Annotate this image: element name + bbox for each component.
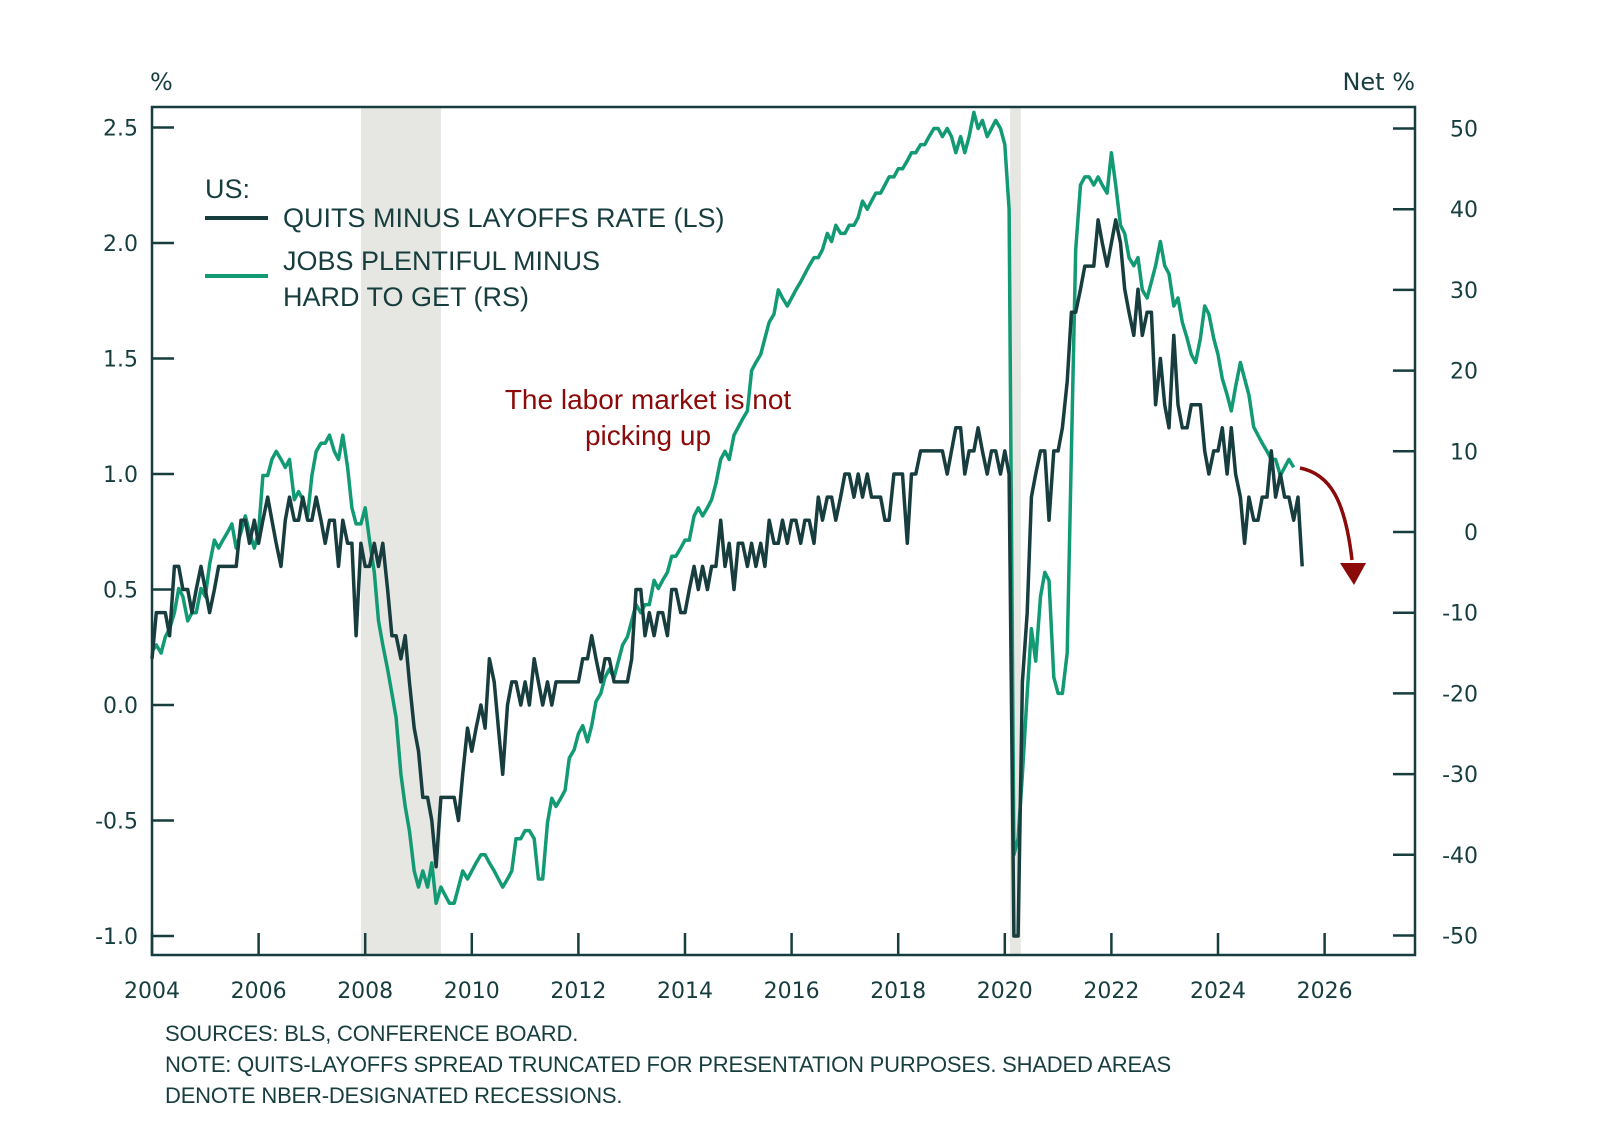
annotation-line1: The labor market is not bbox=[505, 384, 792, 415]
recession-shading bbox=[360, 107, 1021, 955]
note-line1: NOTE: QUITS-LAYOFFS SPREAD TRUNCATED FOR… bbox=[165, 1052, 1171, 1077]
trend-arrow bbox=[1299, 466, 1366, 585]
right-tick-label: -50 bbox=[1442, 925, 1478, 950]
series-line-jobs_plentiful_minus_hard bbox=[150, 110, 1296, 905]
recession-band bbox=[1010, 107, 1021, 955]
right-tick-label: -40 bbox=[1442, 844, 1478, 869]
right-tick-label: -30 bbox=[1442, 763, 1478, 788]
x-tick-label: 2024 bbox=[1190, 979, 1246, 1004]
right-tick-label: 20 bbox=[1450, 360, 1478, 385]
legend-label-jobs: JOBS PLENTIFUL MINUS bbox=[283, 246, 600, 276]
right-tick-label: 0 bbox=[1464, 521, 1478, 546]
left-tick-label: 2.5 bbox=[103, 117, 138, 142]
left-tick-label: 1.5 bbox=[103, 348, 138, 373]
series-line-quits_minus_layoffs bbox=[150, 218, 1304, 938]
recession-band bbox=[360, 107, 441, 955]
x-tick-label: 2010 bbox=[444, 979, 500, 1004]
left-axis-unit: % bbox=[150, 68, 173, 96]
right-tick-label: 40 bbox=[1450, 198, 1478, 223]
left-tick-label: 0.0 bbox=[103, 694, 138, 719]
x-tick-label: 2004 bbox=[124, 979, 180, 1004]
annotation-line2: picking up bbox=[585, 420, 711, 451]
annotation: The labor market is not picking up bbox=[505, 384, 792, 451]
x-tick-label: 2006 bbox=[231, 979, 287, 1004]
right-tick-label: 10 bbox=[1450, 440, 1478, 465]
legend: US: QUITS MINUS LAYOFFS RATE (LS) JOBS P… bbox=[205, 174, 725, 312]
legend-label-jobs-line2: HARD TO GET (RS) bbox=[283, 282, 529, 312]
left-tick-label: -0.5 bbox=[95, 810, 138, 835]
legend-heading: US: bbox=[205, 174, 250, 204]
trend-arrow-head bbox=[1340, 563, 1366, 585]
right-axis: 50 40 30 20 10 0 -10 -20 -30 -40 -50 bbox=[1393, 118, 1478, 950]
series-layer bbox=[150, 110, 1304, 938]
x-tick-label: 2014 bbox=[657, 979, 713, 1004]
x-axis: 2004 2006 2008 2010 2012 2014 2016 2018 2020 2022… bbox=[124, 933, 1353, 1004]
x-tick-label: 2020 bbox=[977, 979, 1033, 1004]
x-tick-label: 2008 bbox=[337, 979, 393, 1004]
right-tick-label: 50 bbox=[1450, 118, 1478, 143]
right-tick-label: -10 bbox=[1442, 602, 1478, 627]
sources-note: SOURCES: BLS, CONFERENCE BOARD. bbox=[165, 1021, 579, 1046]
x-tick-label: 2026 bbox=[1297, 979, 1353, 1004]
right-tick-label: 30 bbox=[1450, 279, 1478, 304]
left-tick-label: 2.0 bbox=[103, 232, 138, 257]
x-tick-label: 2022 bbox=[1083, 979, 1139, 1004]
x-tick-label: 2016 bbox=[764, 979, 820, 1004]
left-tick-label: 1.0 bbox=[103, 463, 138, 488]
trend-arrow-curve bbox=[1299, 466, 1354, 561]
note-line2: DENOTE NBER-DESIGNATED RECESSIONS. bbox=[165, 1083, 623, 1108]
right-axis-unit: Net % bbox=[1342, 68, 1415, 96]
left-axis: 2.5 2.0 1.5 1.0 0.5 0.0 -0.5 -1.0 bbox=[95, 117, 174, 950]
x-tick-label: 2012 bbox=[550, 979, 606, 1004]
right-tick-label: -20 bbox=[1442, 682, 1478, 707]
legend-label-quits: QUITS MINUS LAYOFFS RATE (LS) bbox=[283, 203, 725, 233]
x-tick-label: 2018 bbox=[870, 979, 926, 1004]
left-tick-label: -1.0 bbox=[95, 925, 138, 950]
left-tick-label: 0.5 bbox=[103, 579, 138, 604]
